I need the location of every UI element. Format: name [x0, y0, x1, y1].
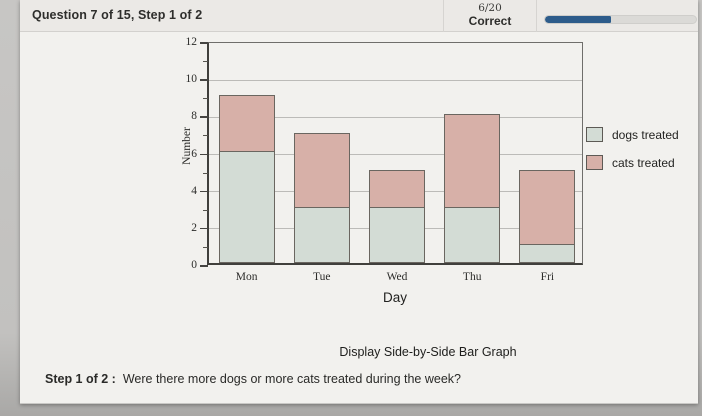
legend-entry: dogs treated — [586, 127, 679, 142]
y-axis-tick — [200, 42, 208, 44]
bar-segment-cats-Wed — [369, 170, 425, 208]
y-axis-minor-tick — [203, 172, 208, 174]
y-axis-tick — [200, 227, 208, 230]
display-side-by-side-button[interactable]: Display Side-by-Side Bar Graph — [339, 345, 517, 359]
y-axis-minor-tick — [203, 98, 208, 100]
bar-segment-dogs-Mon — [218, 151, 275, 263]
header-bar: Question 7 of 15, Step 1 of 2 6/20 Corre… — [20, 0, 698, 32]
y-tick-label: 12 — [185, 36, 198, 48]
bar-segment-dogs-Tue — [293, 207, 350, 263]
x-tick-label: Thu — [462, 271, 482, 283]
x-axis-label: Day — [382, 290, 407, 305]
bar-segment-cats-Mon — [218, 95, 275, 152]
y-tick-label: 6 — [191, 147, 197, 160]
y-axis-minor-tick — [203, 209, 208, 211]
y-axis-tick — [200, 116, 208, 118]
chart-legend: dogs treated cats treated — [586, 127, 679, 183]
legend-label: dogs treated — [612, 127, 679, 142]
y-tick-label: 4 — [191, 184, 197, 197]
y-axis-tick — [200, 265, 208, 267]
y-tick-label: 0 — [191, 259, 197, 271]
gridline — [209, 116, 582, 118]
legend-swatch-icon — [586, 127, 603, 142]
bar-segment-cats-Tue — [293, 133, 350, 208]
bar-segment-cats-Fri — [519, 170, 576, 245]
question-card: Question 7 of 15, Step 1 of 2 6/20 Corre… — [20, 0, 698, 404]
legend-label: cats treated — [612, 155, 675, 170]
card-bottom-divider — [20, 403, 698, 404]
progress-fill — [545, 16, 612, 23]
bar-segment-dogs-Thu — [444, 207, 501, 263]
gridline — [209, 154, 582, 155]
progress-bar — [544, 15, 697, 24]
step-question: Were there more dogs or more cats treate… — [122, 372, 461, 386]
y-axis-minor-tick — [203, 246, 208, 248]
bar-segment-dogs-Wed — [369, 207, 425, 263]
step-question-line: Step 1 of 2 : Were there more dogs or mor… — [45, 372, 690, 386]
stacked-bar-chart: Number 0 2 4 6 8 10 12 Mon Tue Wed Thu Fri Day dogs… — [20, 32, 698, 312]
question-progress-title: Question 7 of 15, Step 1 of 2 — [32, 8, 203, 22]
score-fraction: 6/20 — [478, 2, 502, 14]
y-axis-minor-tick — [203, 135, 208, 137]
y-axis-tick — [200, 153, 208, 155]
y-axis-tick — [200, 79, 208, 81]
plot-area: 0 2 4 6 8 10 12 Mon Tue Wed Thu Fri — [186, 36, 583, 283]
x-tick-label: Fri — [540, 271, 555, 283]
x-tick-label: Wed — [386, 271, 408, 283]
score-label: Correct — [468, 14, 512, 28]
bar-segment-dogs-Fri — [519, 244, 576, 263]
y-tick-label: 10 — [185, 73, 198, 86]
bar-segment-cats-Thu — [444, 114, 501, 208]
legend-entry: cats treated — [586, 155, 679, 170]
step-label: Step 1 of 2 : — [45, 372, 116, 386]
score-block: 6/20 Correct — [443, 0, 537, 32]
gridline — [209, 79, 582, 81]
y-axis-minor-tick — [203, 61, 208, 63]
x-tick-label: Mon — [235, 271, 258, 283]
y-axis-tick — [200, 190, 208, 193]
x-tick-label: Tue — [313, 271, 331, 283]
y-tick-label: 8 — [191, 110, 197, 123]
legend-swatch-icon — [586, 155, 603, 170]
y-tick-label: 2 — [191, 221, 197, 234]
